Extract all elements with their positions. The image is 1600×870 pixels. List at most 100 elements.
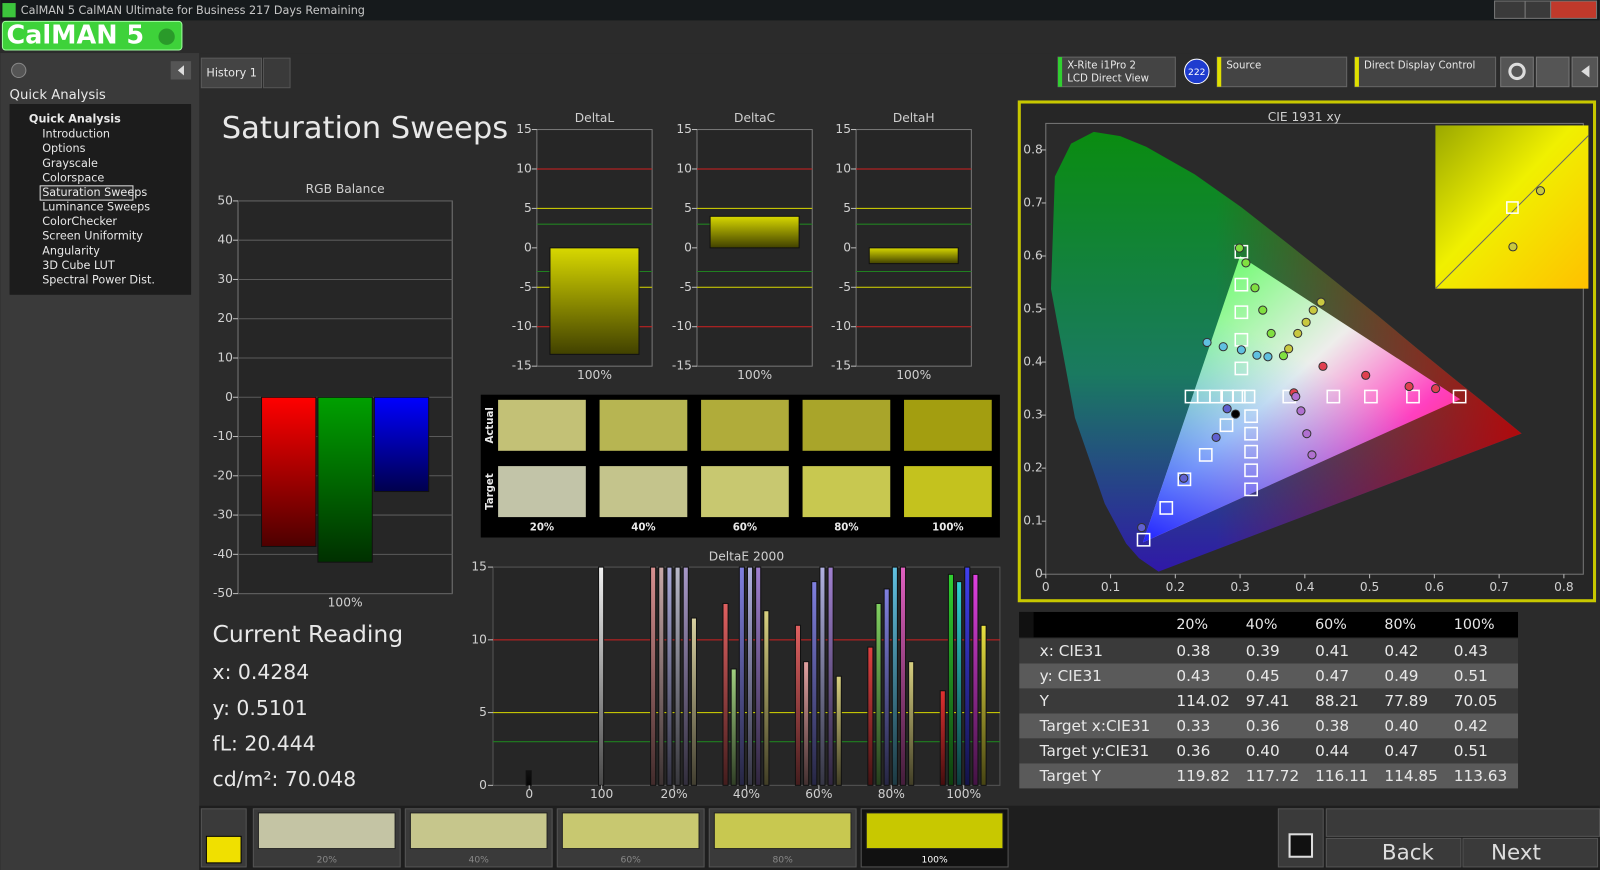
gamut-triangle-blue — [1142, 256, 1461, 543]
measured-point — [1263, 352, 1273, 362]
y-tick-label: -10 — [672, 319, 692, 333]
settings-button[interactable] — [1500, 56, 1534, 88]
y-tick-label: 0 — [1035, 567, 1043, 581]
close-button[interactable] — [1550, 0, 1598, 19]
bar — [964, 566, 971, 786]
bar — [956, 581, 963, 786]
header-cell: 80% — [1384, 617, 1416, 633]
y-tick-label: 0.5 — [1023, 302, 1042, 316]
nav-item[interactable]: Angularity — [42, 244, 100, 257]
x-tick-label: 0.4 — [1295, 580, 1315, 594]
y-tick-label: 0.4 — [1023, 355, 1043, 369]
measured-point — [1291, 391, 1301, 402]
x-tick-label: 80% — [878, 787, 905, 801]
x-tick-label: 0.2 — [1166, 580, 1185, 594]
measured-point — [1230, 409, 1241, 419]
display-box[interactable] — [1354, 56, 1497, 88]
target-point — [1198, 448, 1213, 462]
table-cell: 0.47 — [1384, 742, 1418, 760]
actual-swatch — [904, 399, 992, 451]
nav-button[interactable] — [1462, 837, 1599, 868]
table-cell: 117.72 — [1246, 767, 1299, 785]
source-status — [1217, 57, 1222, 87]
target-point — [1241, 389, 1256, 404]
badge-label: 222 — [1188, 67, 1205, 78]
patch-label: 80% — [772, 854, 793, 865]
source-box[interactable] — [1216, 56, 1348, 88]
bar — [746, 566, 754, 786]
nav-item[interactable]: 3D Cube LUT — [42, 259, 115, 272]
reading-line: y: 0.5101 — [213, 696, 308, 720]
table-cell: 114.85 — [1384, 767, 1437, 785]
measured-point — [1250, 283, 1260, 293]
nav-item[interactable]: Options — [42, 142, 85, 155]
badge[interactable] — [1184, 58, 1210, 85]
bar — [803, 661, 810, 786]
patch-color — [409, 812, 548, 850]
logo-button[interactable] — [1, 20, 183, 51]
minimize-button[interactable] — [1494, 0, 1526, 19]
display-label: Direct Display Control — [1364, 60, 1475, 71]
bar — [875, 602, 882, 786]
maximize-button[interactable] — [1524, 0, 1552, 19]
target-point — [1244, 426, 1258, 441]
measured-point — [1211, 432, 1221, 442]
bar — [867, 646, 874, 786]
tab[interactable] — [200, 57, 262, 89]
patch-color — [257, 812, 396, 850]
table-row — [1019, 688, 1519, 714]
help-button[interactable] — [1535, 56, 1570, 88]
nav-button[interactable] — [1325, 837, 1462, 868]
display-status — [1354, 57, 1359, 87]
nav-item[interactable]: Spectral Power Dist. — [42, 273, 155, 286]
nav-item[interactable]: Colorspace — [42, 171, 104, 184]
inset-point — [1508, 242, 1518, 252]
measured-point — [1252, 350, 1262, 360]
table-row — [1019, 763, 1519, 789]
table-row — [1019, 713, 1519, 739]
nav-item[interactable]: ColorChecker — [42, 215, 117, 228]
logo: CalMAN 5 — [6, 21, 144, 51]
nav-item[interactable]: Grayscale — [42, 157, 98, 170]
y-tick-label: 20 — [217, 311, 233, 325]
actual-swatch — [701, 399, 789, 451]
y-tick-label: 10 — [676, 161, 692, 175]
nav-item[interactable]: Luminance Sweeps — [42, 201, 150, 214]
measured-point — [1404, 381, 1414, 392]
y-tick-label: 5 — [843, 201, 851, 215]
nav-item[interactable]: Introduction — [42, 128, 110, 141]
target-point — [1406, 389, 1420, 404]
x-tick-label: 0.3 — [1230, 580, 1249, 594]
panel-pin[interactable] — [11, 62, 27, 79]
measured-point — [1431, 384, 1441, 394]
measured-point — [1218, 342, 1228, 352]
header-marker — [1019, 611, 1034, 638]
table-cell: 119.82 — [1176, 767, 1229, 785]
measured-point — [1284, 344, 1294, 354]
add-tab-button[interactable] — [263, 57, 291, 89]
nav-item[interactable]: Saturation Sweeps — [42, 186, 147, 199]
reading-title: Current Reading — [213, 620, 404, 648]
nav-item[interactable]: Screen Uniformity — [42, 230, 143, 243]
target-swatch — [701, 466, 789, 518]
target-swatch — [802, 466, 891, 518]
table-cell: 114.02 — [1176, 692, 1229, 710]
logo-dropdown[interactable] — [158, 28, 175, 45]
target-point — [1452, 389, 1467, 404]
target-point — [1219, 418, 1234, 433]
x-tick-label: 100% — [328, 595, 363, 609]
patch-color — [865, 812, 1004, 850]
table-cell: 0.51 — [1454, 667, 1488, 685]
header-cell: 40% — [1246, 617, 1278, 633]
measured-point — [1301, 317, 1311, 327]
y-tick-label: 15 — [676, 122, 692, 136]
patch-label: 60% — [621, 854, 642, 865]
table-cell: 0.39 — [1246, 642, 1280, 660]
table-cell: 0.33 — [1176, 717, 1210, 735]
nav-group: Quick Analysis — [29, 112, 121, 125]
chart-title: DeltaC — [734, 111, 775, 125]
table-cell: 116.11 — [1315, 767, 1368, 785]
target-swatch — [498, 466, 586, 518]
table-cell: y: CIE31 — [1040, 667, 1102, 685]
measured-point — [1258, 305, 1268, 315]
